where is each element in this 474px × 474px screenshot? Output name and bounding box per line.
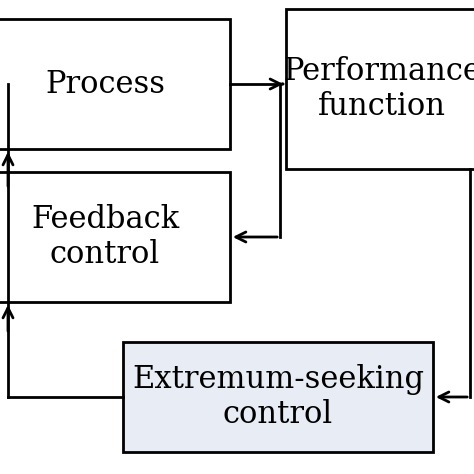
Bar — [123, 342, 433, 452]
Text: Extremum-seeking
control: Extremum-seeking control — [132, 364, 424, 430]
Bar — [286, 9, 474, 169]
Bar — [0, 172, 230, 302]
Text: Feedback
control: Feedback control — [31, 204, 179, 270]
Text: Performance
function: Performance function — [283, 55, 474, 122]
Bar — [0, 19, 230, 149]
Text: Process: Process — [45, 69, 165, 100]
